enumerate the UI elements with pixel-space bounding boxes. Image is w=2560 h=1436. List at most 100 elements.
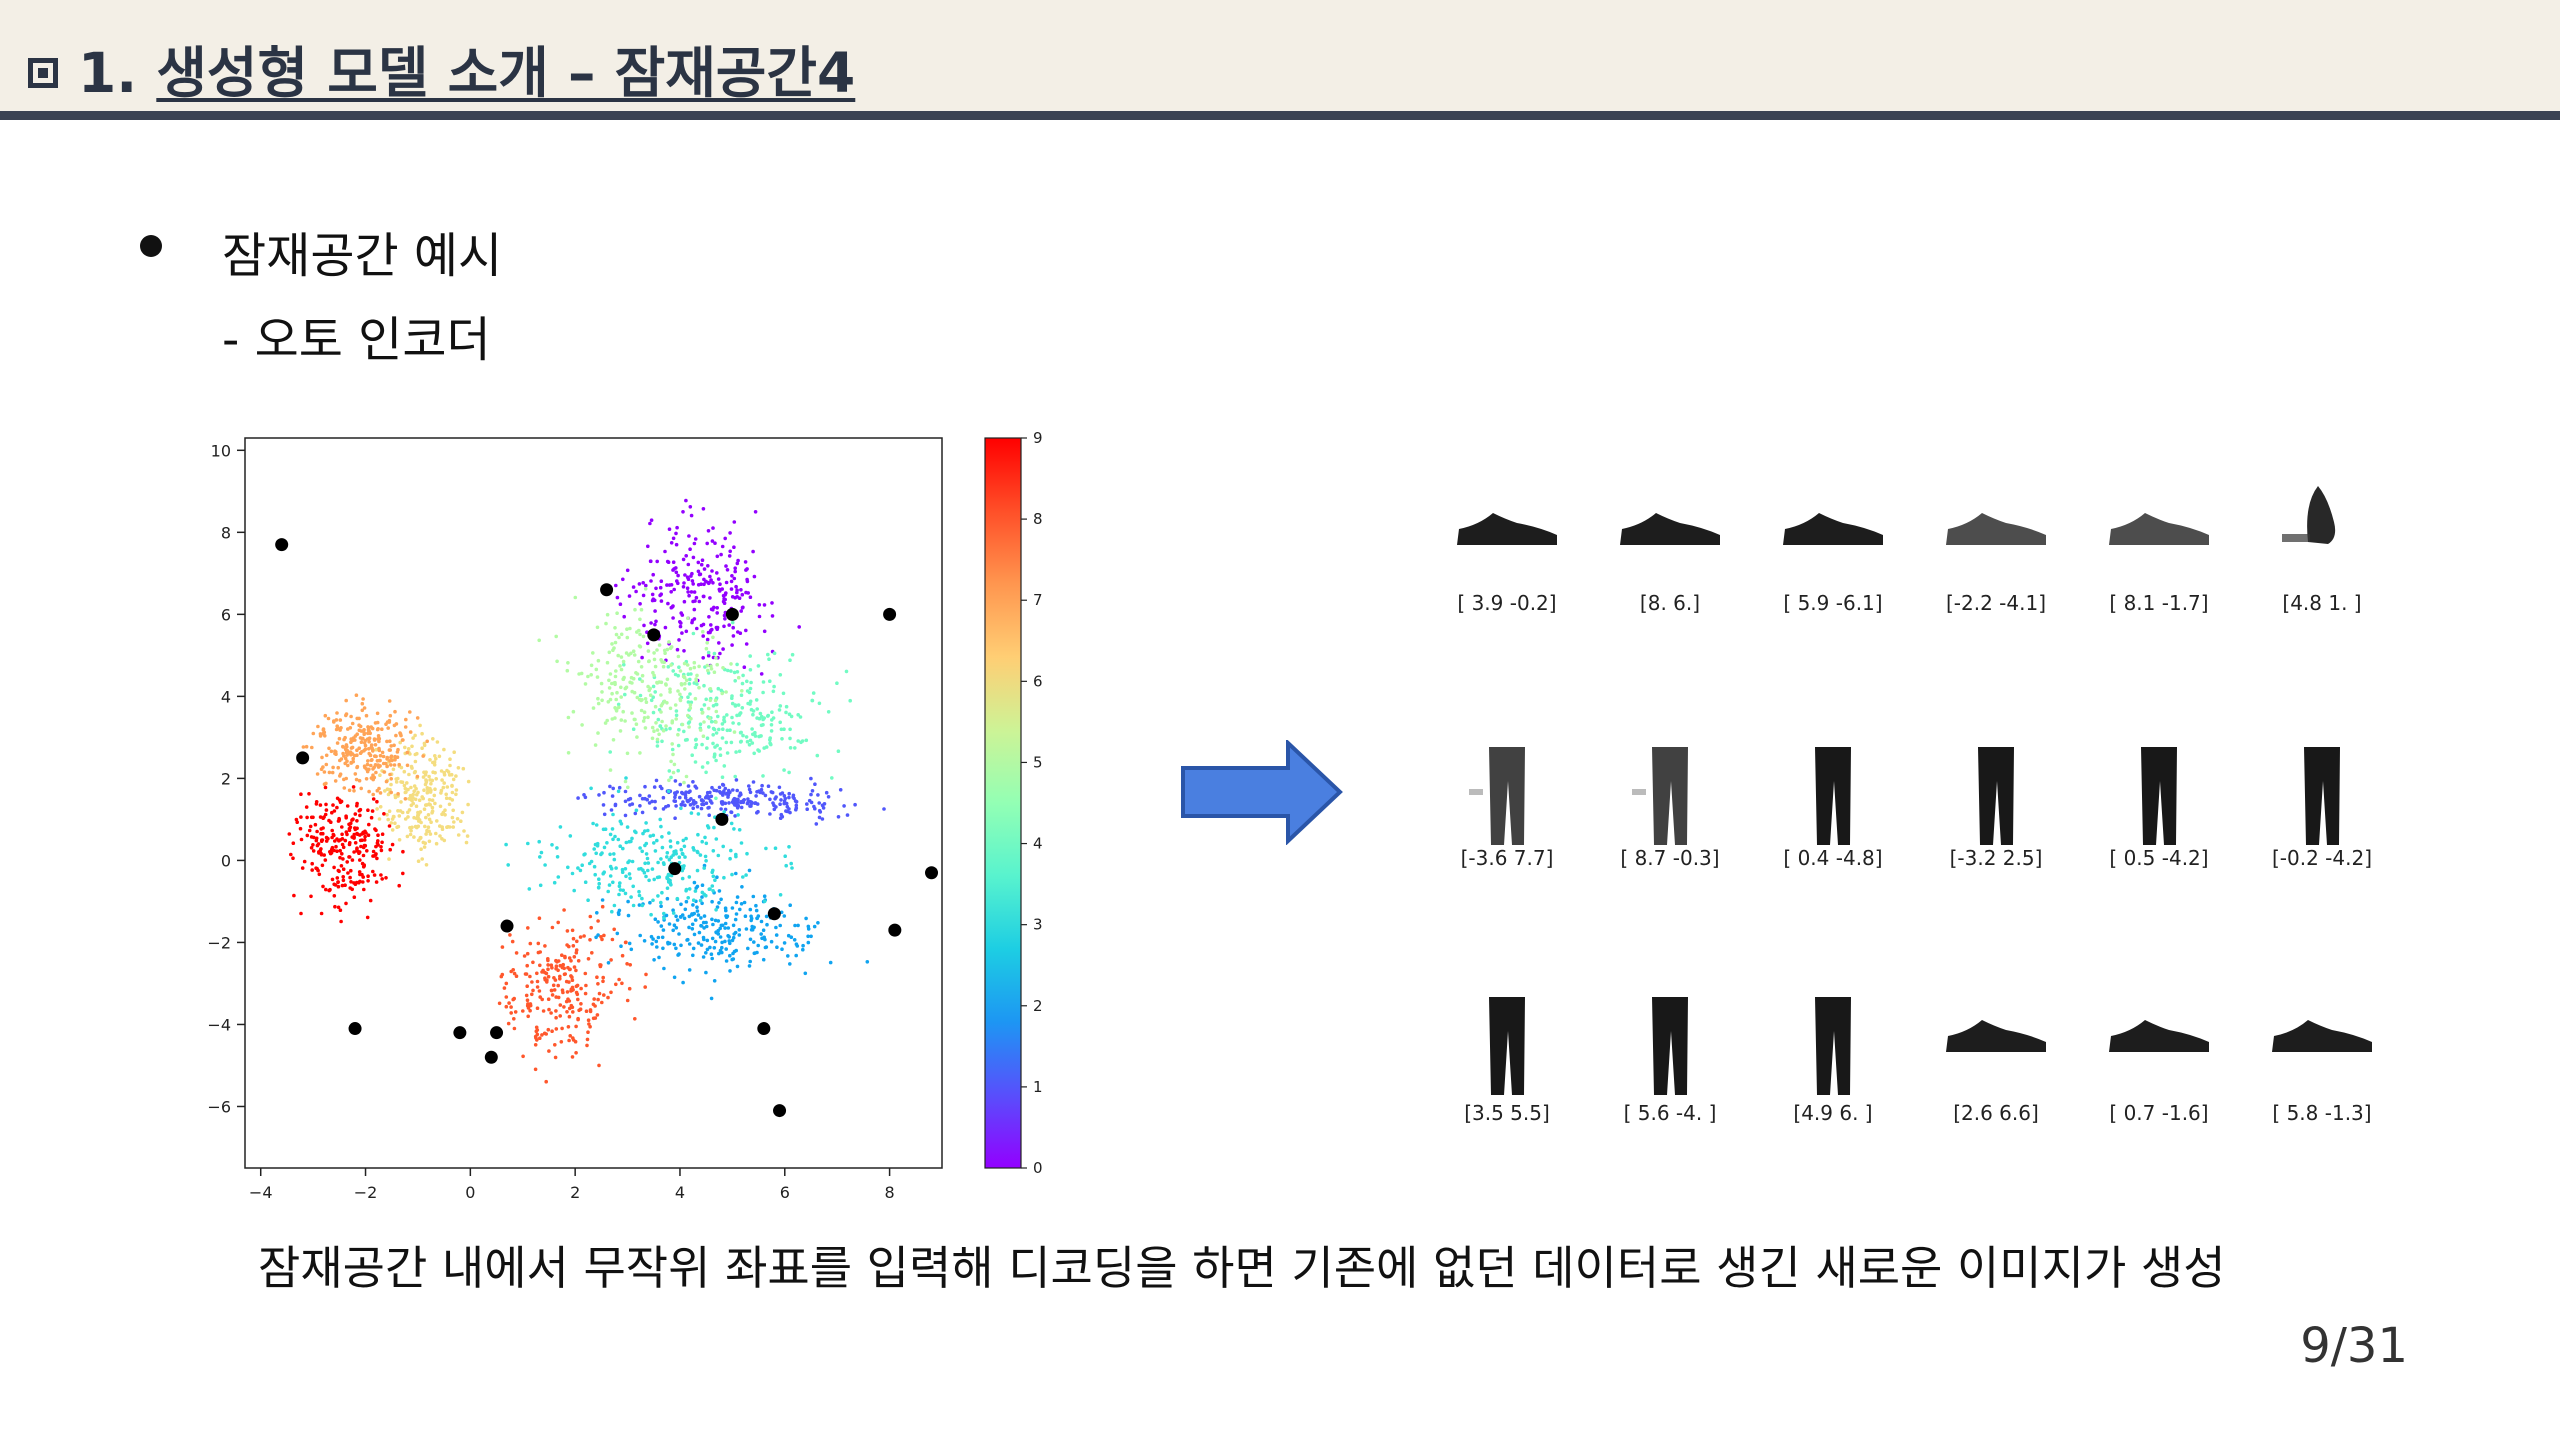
scatter-point (692, 665, 697, 670)
scatter-point (724, 690, 728, 694)
scatter-point (585, 1037, 590, 1042)
scatter-point (704, 697, 708, 702)
scatter-point (444, 792, 449, 797)
colorbar-tick-label: 6 (1033, 672, 1043, 690)
scatter-point (728, 549, 732, 554)
scatter-point (751, 549, 755, 554)
scatter-point (413, 759, 418, 764)
scatter-point (454, 774, 458, 778)
scatter-point (349, 868, 353, 873)
scatter-point (427, 817, 432, 822)
scatter-point (700, 742, 704, 747)
scatter-point (622, 675, 626, 680)
scatter-point (689, 716, 693, 721)
scatter-point (732, 949, 737, 954)
scatter-point (586, 674, 590, 679)
scatter-point (755, 950, 759, 955)
scatter-point (686, 695, 690, 699)
scatter-point (586, 957, 591, 961)
scatter-point (425, 828, 429, 833)
scatter-point (447, 802, 452, 807)
scatter-point (330, 835, 334, 840)
latent-coordinate-label: [-2.2 -4.1] (1946, 591, 2046, 615)
scatter-point (625, 825, 630, 829)
scatter-point (353, 738, 357, 742)
scatter-point (426, 825, 431, 829)
scatter-point (358, 813, 362, 818)
scatter-point (413, 733, 417, 738)
scatter-point (546, 957, 550, 961)
scatter-point (626, 913, 631, 918)
scatter-point (425, 739, 429, 744)
scatter-point (613, 680, 617, 685)
scatter-point (736, 630, 740, 634)
scatter-point (726, 795, 730, 799)
scatter-point (728, 856, 732, 861)
scatter-point (638, 677, 642, 681)
scatter-point (643, 587, 648, 591)
scatter-point (701, 920, 706, 925)
scatter-point (338, 728, 342, 732)
scatter-point (343, 838, 348, 843)
scatter-point (643, 829, 647, 833)
scatter-point (758, 711, 763, 716)
scatter-point (359, 844, 363, 849)
scatter-point (360, 701, 365, 706)
scatter-point (627, 839, 632, 844)
scatter-point (716, 928, 720, 933)
scatter-point (570, 985, 575, 990)
scatter-point (375, 720, 380, 725)
scatter-point (806, 940, 811, 945)
scatter-point (429, 781, 433, 786)
scatter-point (527, 887, 532, 891)
scatter-point (381, 761, 386, 766)
scatter-point (314, 838, 319, 843)
scatter-point (687, 790, 691, 795)
scatter-point (624, 840, 629, 845)
scatter-point (361, 853, 366, 858)
scatter-point (333, 904, 337, 909)
scatter-point (749, 914, 753, 919)
scatter-point (445, 785, 450, 789)
scatter-point (623, 789, 628, 794)
scatter-point (791, 793, 796, 798)
scatter-point (396, 824, 401, 829)
scatter-point (739, 805, 744, 810)
scatter-point (701, 622, 706, 627)
scatter-point (724, 959, 729, 963)
scatter-point (766, 652, 770, 657)
scatter-point (730, 906, 735, 910)
scatter-point (682, 916, 687, 921)
scatter-point (608, 750, 612, 754)
scatter-point (748, 937, 753, 942)
scatter-point (412, 815, 416, 820)
scatter-point (741, 673, 745, 678)
y-tick-label: 10 (211, 441, 231, 460)
scatter-point (710, 539, 715, 543)
sample-point (296, 751, 310, 765)
scatter-point (333, 779, 338, 783)
scatter-point (538, 883, 543, 888)
scatter-point (652, 958, 656, 962)
scatter-point (811, 691, 816, 695)
scatter-point (665, 875, 669, 880)
scatter-point (673, 795, 677, 799)
x-tick-label: 8 (885, 1183, 895, 1202)
scatter-point (535, 971, 539, 976)
scatter-point (343, 883, 347, 887)
scatter-point (712, 979, 717, 983)
scatter-point (592, 997, 596, 1001)
scatter-point (718, 791, 723, 795)
scatter-point (659, 680, 664, 685)
scatter-point (309, 835, 314, 839)
scatter-point (371, 777, 375, 782)
generated-image-cell (1783, 513, 1883, 545)
scatter-point (701, 629, 705, 634)
scatter-point (701, 799, 705, 803)
scatter-point (367, 736, 372, 740)
scatter-point (562, 1005, 566, 1009)
scatter-point (612, 852, 616, 856)
scatter-point (643, 784, 647, 789)
scatter-point (618, 881, 622, 885)
scatter-point (445, 768, 449, 773)
